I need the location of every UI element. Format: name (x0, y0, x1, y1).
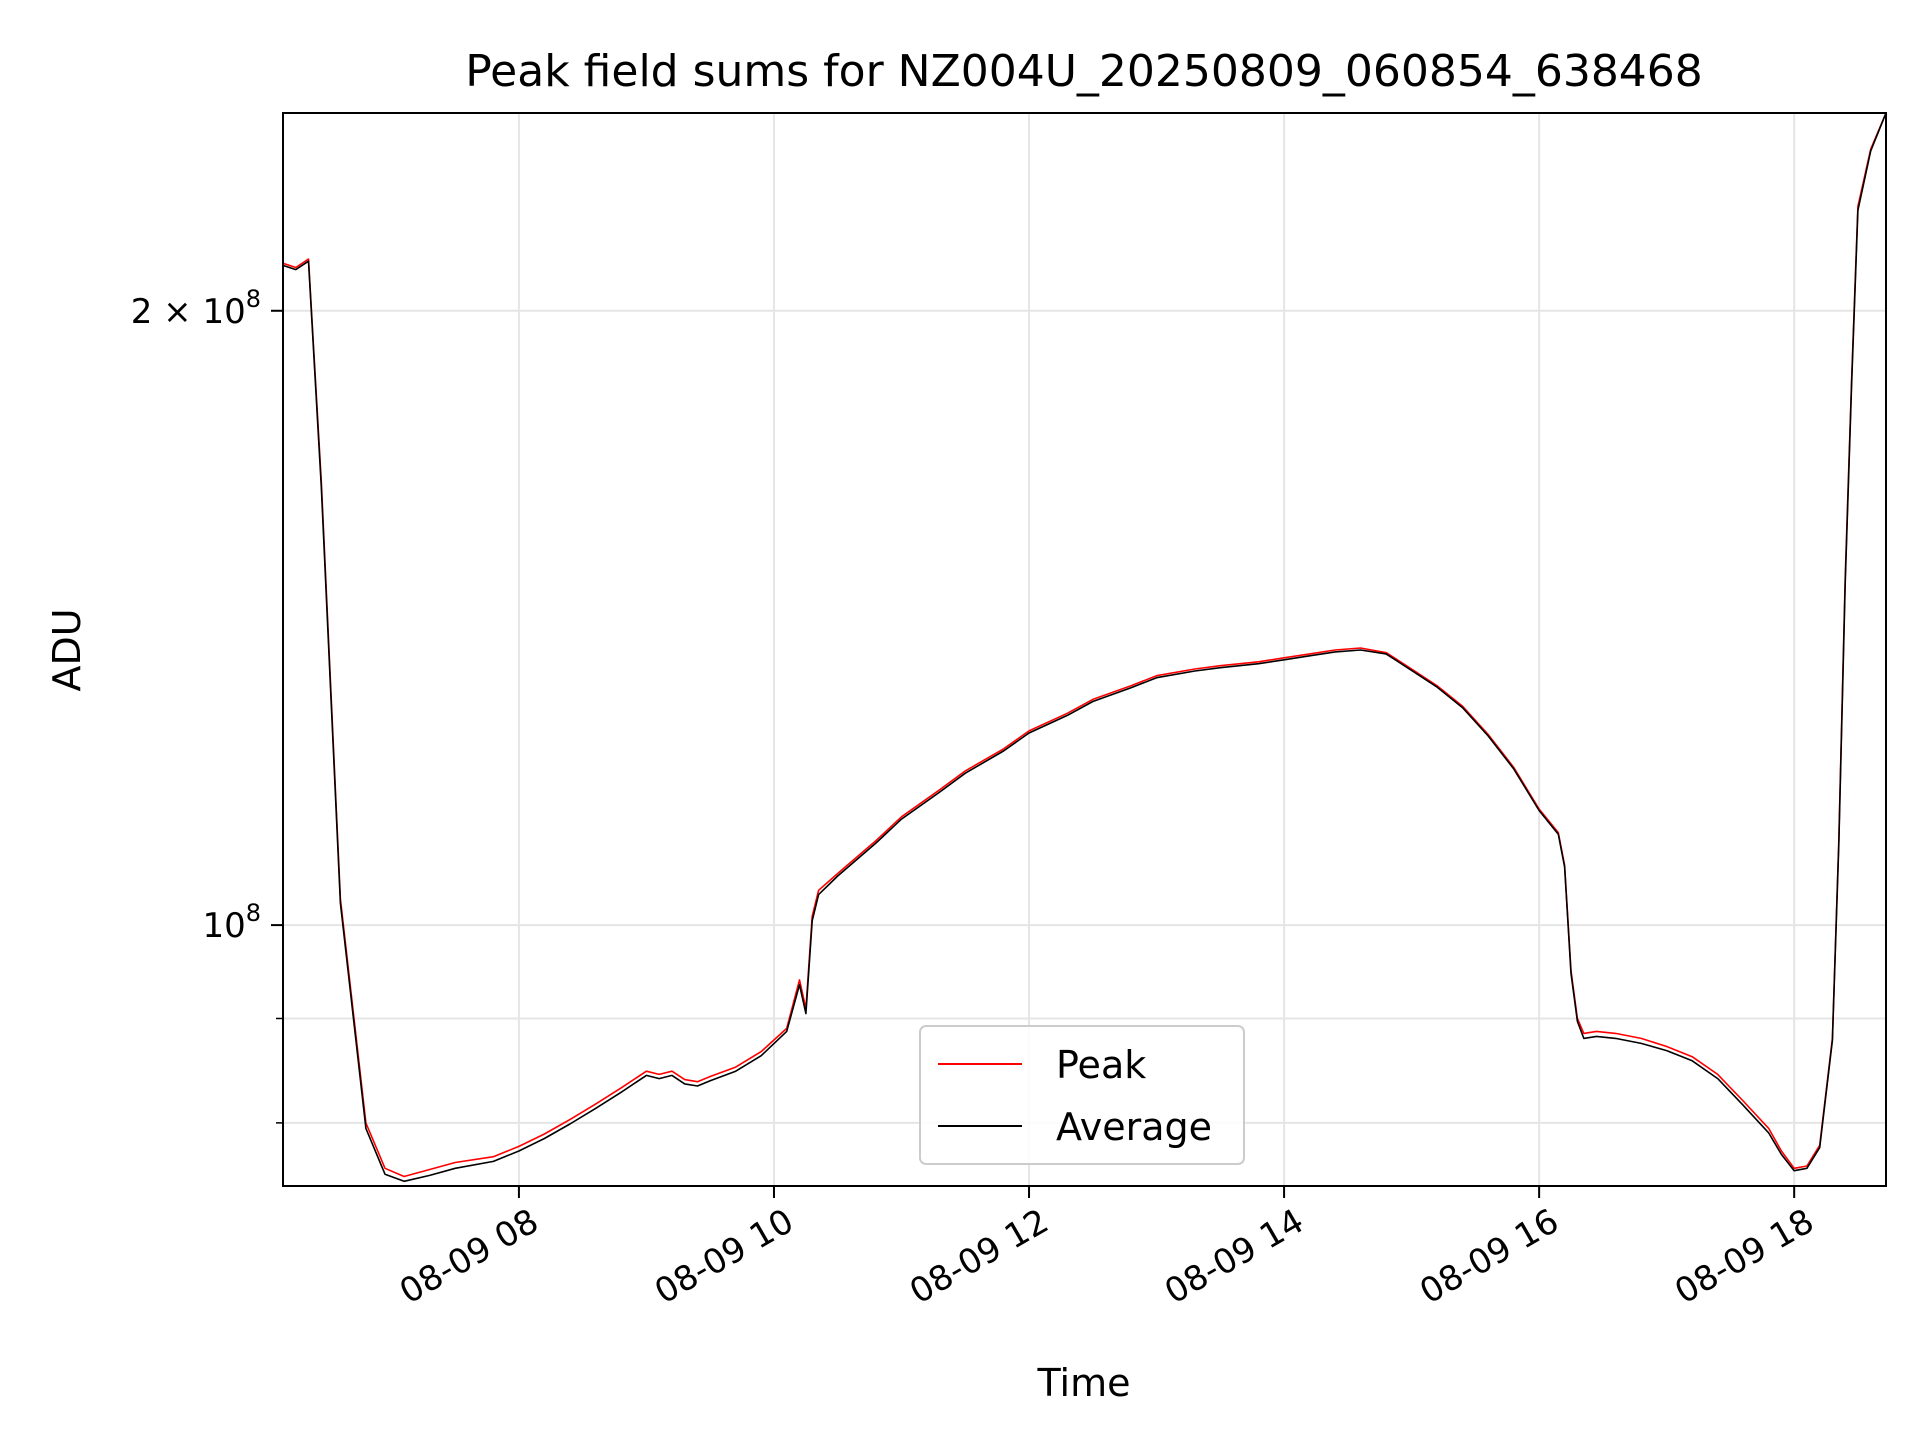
legend-peak-label: Peak (1056, 1043, 1146, 1087)
y-tick-label: 108 (202, 899, 261, 946)
plot-frame (282, 112, 1887, 1187)
x-axis-label: Time (1037, 1361, 1131, 1405)
chart-title: Peak field sums for NZ004U_20250809_0608… (465, 46, 1703, 97)
series-layer (283, 113, 1886, 1183)
legend: Peak Average (919, 1025, 1245, 1165)
y-tick-label: 2 × 108 (131, 285, 261, 332)
y-tick-label-multiplier: 2 × (131, 292, 203, 332)
legend-box (919, 1025, 1245, 1165)
y-tick-label-exponent: 8 (246, 285, 261, 313)
series-line-average (283, 113, 1886, 1183)
legend-average-label: Average (1056, 1105, 1212, 1149)
y-tick-label-base: 10 (202, 906, 245, 946)
y-tick-label-base: 10 (202, 292, 245, 332)
y-axis-label: ADU (45, 608, 89, 691)
series-line-peak (283, 113, 1886, 1178)
y-tick-label-exponent: 8 (246, 899, 261, 927)
